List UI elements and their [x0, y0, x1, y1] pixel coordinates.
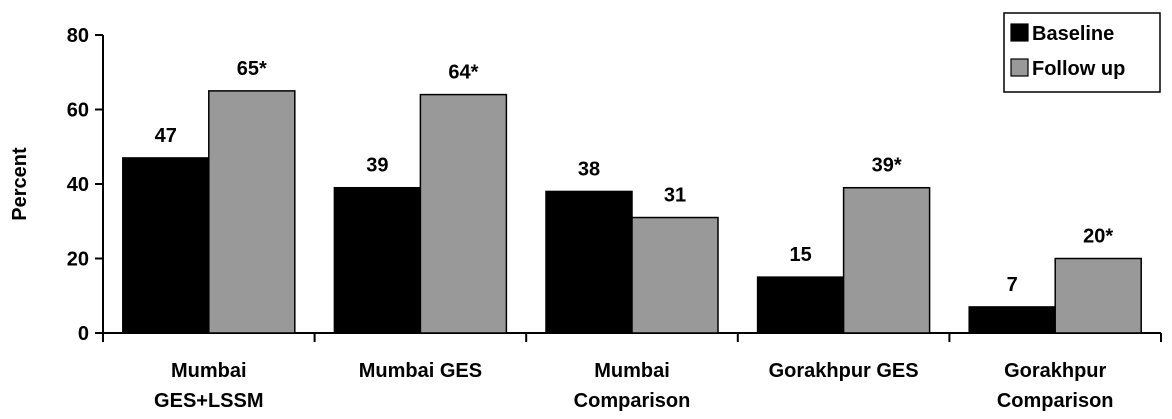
x-category-label: Mumbai — [594, 360, 670, 382]
x-category-label: Comparison — [997, 390, 1114, 412]
bar-baseline — [333, 186, 422, 334]
data-label: 39* — [872, 155, 902, 177]
x-category-label: GES+LSSM — [154, 390, 263, 412]
data-label: 15 — [789, 244, 811, 266]
legend-label: Follow up — [1032, 58, 1125, 80]
x-category-label: Comparison — [574, 390, 691, 412]
bar-baseline — [756, 276, 845, 334]
bar-follow-up — [842, 186, 931, 334]
bar-baseline — [545, 190, 633, 334]
y-tick-label: 80 — [67, 25, 89, 47]
data-label: 20* — [1083, 226, 1113, 248]
data-label: 65* — [237, 58, 267, 80]
data-label: 39 — [366, 155, 388, 177]
data-label: 47 — [155, 125, 177, 147]
y-axis-title: Percent — [9, 147, 31, 221]
data-label: 7 — [1007, 274, 1018, 296]
x-category-label: Gorakhpur GES — [769, 360, 919, 382]
axes: 0 20 40 60 80 Percent Mumbai GES+LSSM Mumbai GES… — [9, 25, 1162, 412]
legend-label: Baseline — [1032, 23, 1114, 45]
bars: 47 39 38 15 7 65* 64* 31 39* 20* — [122, 58, 1142, 334]
data-label: 31 — [664, 185, 686, 207]
bar-baseline — [968, 306, 1056, 334]
x-category-label: Mumbai — [171, 360, 247, 382]
bar-follow-up — [419, 93, 508, 334]
bar-follow-up — [631, 216, 719, 334]
legend: Baseline Follow up — [1003, 12, 1161, 93]
x-category-label: Mumbai GES — [359, 360, 482, 382]
y-tick-label: 60 — [67, 100, 89, 122]
y-tick-label: 20 — [67, 249, 89, 271]
legend-swatch-follow-up — [1010, 58, 1029, 77]
legend-swatch-baseline — [1010, 23, 1029, 42]
x-category-label: Gorakhpur — [1004, 360, 1106, 382]
legend-box — [1003, 12, 1161, 93]
y-tick-label: 40 — [67, 174, 89, 196]
data-label: 38 — [578, 158, 600, 180]
bar-follow-up — [208, 90, 296, 334]
y-tick-label: 0 — [78, 323, 89, 345]
data-label: 64* — [448, 62, 478, 84]
bar-baseline — [122, 157, 210, 334]
bar-follow-up — [1054, 257, 1142, 334]
